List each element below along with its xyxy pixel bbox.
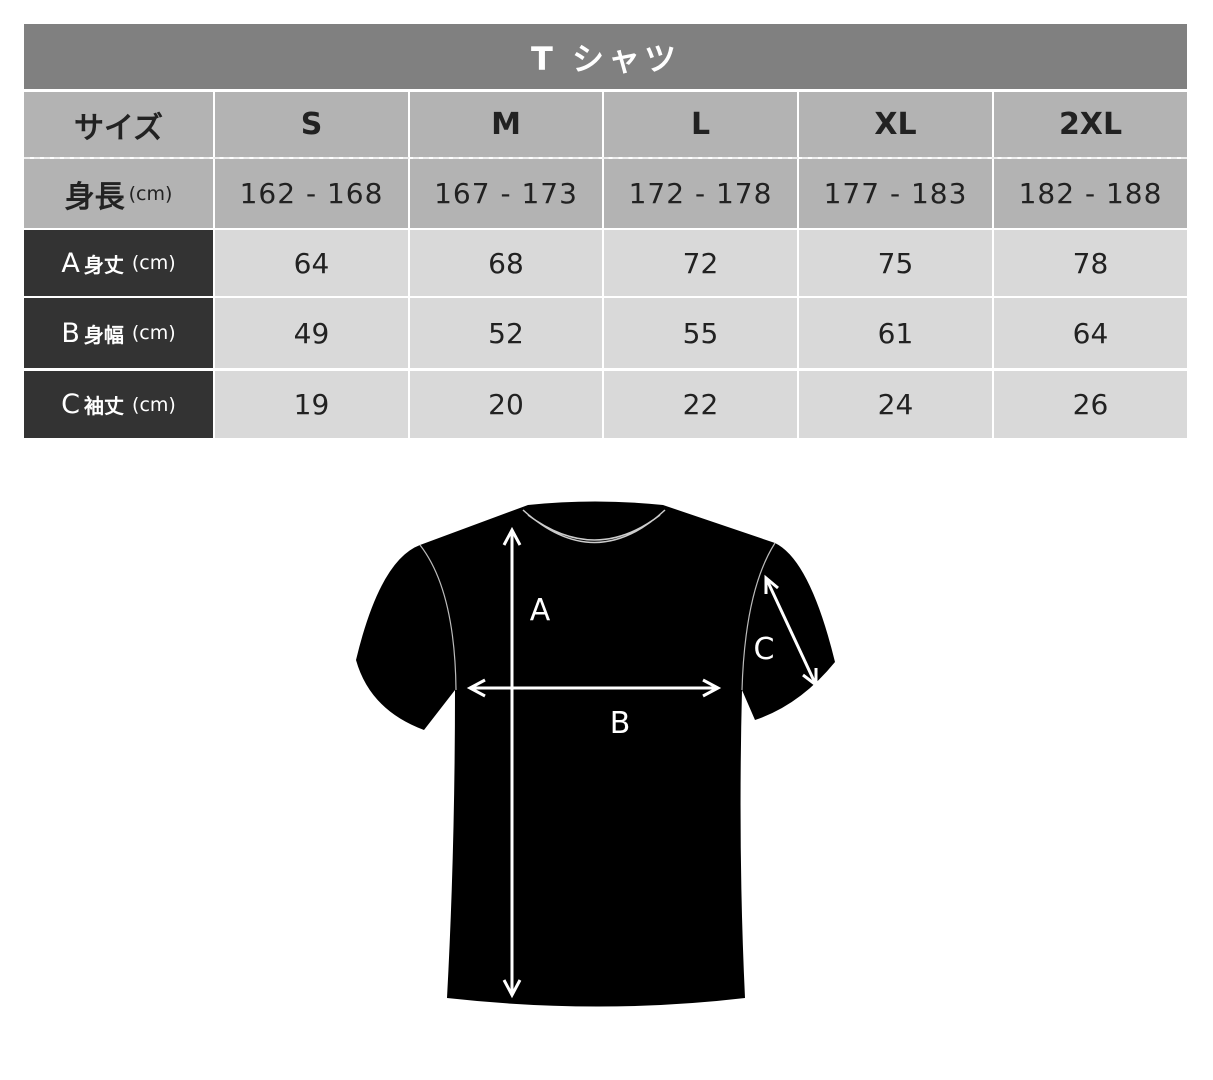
table-cell: 49 (215, 298, 408, 368)
size-column-header: 2XL (994, 92, 1187, 157)
label-c: C (754, 632, 775, 667)
row-name: 袖丈 (84, 394, 125, 418)
table-cell: 24 (799, 371, 992, 438)
table-cell: 75 (799, 230, 992, 296)
table-cell: 64 (215, 230, 408, 296)
unit: (cm) (132, 393, 176, 416)
table-cell: 55 (604, 298, 797, 368)
height-range: 172 - 178 (604, 159, 797, 228)
label-a: A (530, 593, 551, 628)
size-column-header: S (215, 92, 408, 157)
sleeve-seam (419, 542, 776, 691)
label-b: B (610, 706, 631, 741)
table-cell: 72 (604, 230, 797, 296)
table-cell: 52 (410, 298, 602, 368)
size-header: サイズ (24, 92, 213, 157)
tshirt-silhouette (356, 501, 835, 1007)
table-cell: 26 (994, 371, 1187, 438)
size-column-header: M (410, 92, 602, 157)
collar-seam (522, 509, 666, 544)
dashed-divider (24, 157, 1187, 159)
row-label: B 身幅 (cm) (24, 298, 213, 368)
row-letter: A (61, 247, 80, 279)
table-title: T シャツ (24, 24, 1187, 89)
row-label: A 身丈 (cm) (24, 230, 213, 296)
measure-arrows (466, 526, 818, 999)
size-column-header: XL (799, 92, 992, 157)
table-cell: 78 (994, 230, 1187, 296)
height-label: 身長 (64, 179, 125, 215)
row-name: 身丈 (83, 252, 124, 277)
row-letter: B (61, 317, 80, 349)
height-header: 身長 (cm) (24, 159, 213, 228)
table-cell: 68 (410, 230, 602, 296)
row-name: 身幅 (83, 322, 124, 347)
table-cell: 22 (604, 371, 797, 438)
unit: (cm) (131, 252, 176, 274)
height-range: 177 - 183 (799, 159, 992, 228)
table-cell: 20 (410, 371, 602, 438)
row-letter: C (61, 389, 81, 420)
height-range: 162 - 168 (215, 159, 408, 228)
table-cell: 19 (215, 371, 408, 438)
table-cell: 64 (994, 298, 1187, 368)
height-range: 167 - 173 (410, 159, 602, 228)
table-cell: 61 (799, 298, 992, 368)
unit: (cm) (131, 322, 176, 344)
size-column-header: L (604, 92, 797, 157)
unit: (cm) (128, 182, 173, 205)
height-range: 182 - 188 (994, 159, 1187, 228)
row-label: C 袖丈 (cm) (24, 371, 213, 438)
